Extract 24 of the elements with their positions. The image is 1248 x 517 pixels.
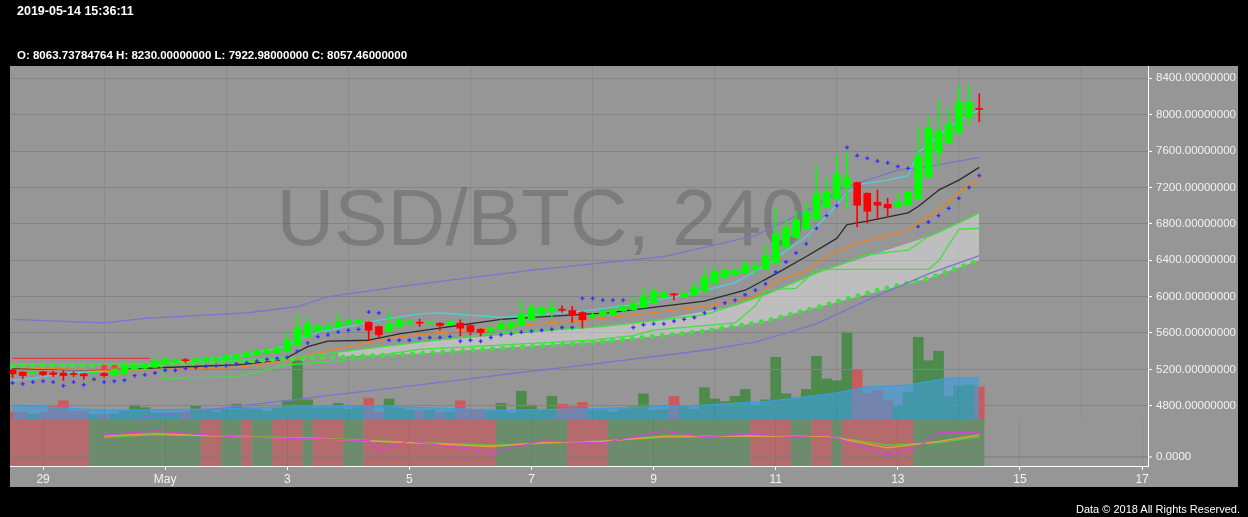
y-tick-label: 5600.00000000 <box>1156 326 1236 339</box>
y-tick-label: 6000.00000000 <box>1156 289 1236 302</box>
y-tick-label: 6800.00000000 <box>1156 216 1236 229</box>
y-tick-label: 4800.00000000 <box>1156 398 1236 411</box>
text: Data © 2018 All Rights Reserved. <box>1075 503 1240 516</box>
text: O: 8063.73784764 H: 8230.00000000 L: 7922.98000000 C: 8057.46000000 <box>17 49 408 63</box>
x-tick-label: 29 <box>36 471 51 486</box>
x-tick-label: 17 <box>1135 471 1150 486</box>
y-tick-label: 8400.00000000 <box>1156 71 1236 84</box>
ref-line-label: 0.0000 <box>1156 450 1192 463</box>
y-tick-label: 7200.00000000 <box>1156 180 1236 193</box>
x-tick-label: 13 <box>891 471 905 486</box>
text: 2019-05-14 15:36:11 <box>17 4 134 19</box>
x-tick-label: 7 <box>528 471 536 486</box>
y-tick-label: 7600.00000000 <box>1156 144 1236 157</box>
y-tick-label: 6400.00000000 <box>1156 253 1236 266</box>
x-tick-label: May <box>153 471 177 486</box>
x-tick-label: 5 <box>406 471 414 486</box>
x-tick-label: 11 <box>769 471 783 486</box>
x-tick-label: 15 <box>1013 471 1027 486</box>
x-tick-label: 3 <box>283 471 291 486</box>
y-tick-label: 8000.00000000 <box>1156 107 1236 120</box>
y-tick-label: 5200.00000000 <box>1156 362 1236 375</box>
x-tick-label: 9 <box>650 471 658 486</box>
